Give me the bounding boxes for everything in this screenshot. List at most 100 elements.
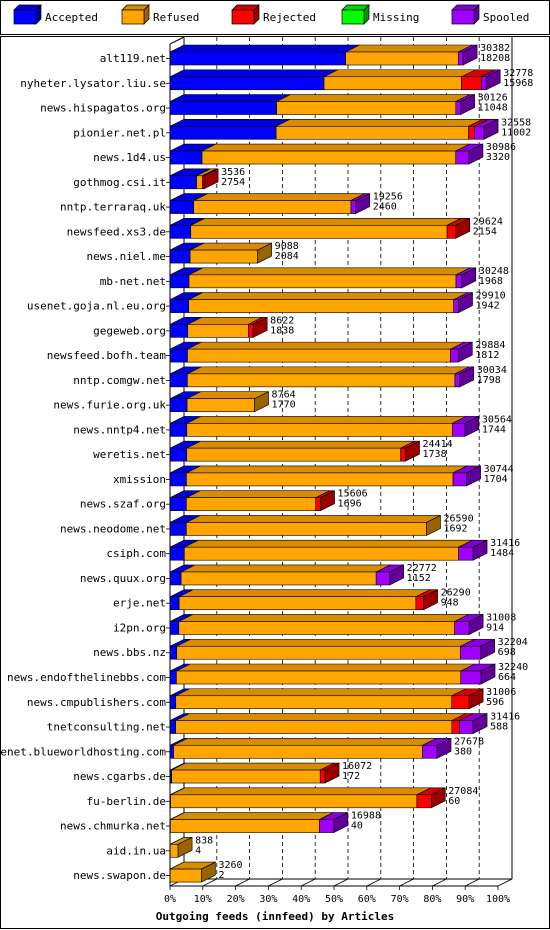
bar-total-label: 26290 — [441, 588, 471, 599]
bar-segment-spooled — [452, 423, 466, 437]
bar-segment-refused — [345, 51, 459, 66]
bar-segment-accepted — [169, 546, 185, 561]
bar-accepted-label: 40 — [351, 821, 363, 832]
bar-side-spooled — [389, 564, 404, 586]
bar-total-label: 27084 — [448, 786, 478, 797]
category-label: news.cgarbs.de — [73, 770, 166, 783]
bar-segment-refused — [176, 645, 461, 660]
category-label: news.chmurka.net — [60, 820, 166, 833]
category-label: aid.in.ua — [106, 844, 166, 857]
bar-total-label: 27678 — [454, 736, 484, 747]
bar-segment-spooled — [474, 125, 485, 140]
bar-top-refused — [170, 812, 334, 820]
bar-segment-accepted — [169, 125, 277, 140]
bar-segment-accepted — [169, 150, 203, 165]
category-label: erje.net — [113, 597, 166, 610]
bar-side-spooled — [458, 292, 473, 314]
bar-side-rejected — [320, 490, 335, 512]
bar-accepted-label: 1770 — [272, 400, 296, 411]
bar-total-label: 3260 — [218, 860, 242, 871]
category-label: news.neodome.net — [60, 522, 166, 535]
bar-segment-refused — [176, 670, 462, 685]
bar-accepted-label: 596 — [486, 697, 504, 708]
bar-total-label: 29910 — [476, 291, 506, 302]
bar-side-refused — [201, 861, 216, 883]
legend-swatch-spooled — [451, 9, 475, 25]
bar-segment-accepted — [169, 744, 174, 759]
bar-segment-refused — [188, 299, 455, 313]
bar-segment-accepted — [169, 497, 187, 511]
bar-segment-spooled — [457, 51, 464, 66]
category-label: usenet.blueworldhosting.com — [0, 745, 166, 758]
bar-side-refused — [257, 242, 272, 264]
bar-side-spooled — [472, 539, 488, 561]
bar-top-refused — [345, 44, 473, 53]
bar-accepted-label: 1692 — [444, 523, 468, 534]
bar-segment-refused — [178, 596, 417, 611]
category-label: fu-berlin.de — [87, 795, 166, 808]
category-label: nyheter.lysator.liu.se — [20, 77, 166, 90]
bar-total-label: 30126 — [478, 93, 508, 104]
bar-segment-refused — [188, 274, 457, 289]
bar-segment-spooled — [454, 621, 470, 635]
legend-swatch-refused — [121, 9, 145, 25]
bar-accepted-label: 1704 — [484, 474, 508, 485]
bar-segment-refused — [186, 472, 454, 487]
bar-segment-refused — [187, 373, 456, 388]
bar-accepted-label: 380 — [454, 746, 472, 757]
bar-total-label: 15606 — [338, 489, 368, 500]
bar-total-label: 19256 — [373, 192, 403, 203]
bar-total-label: 31416 — [490, 712, 520, 723]
bar-segment-rejected — [400, 447, 406, 462]
bar-side-spooled — [480, 638, 495, 660]
bar-segment-refused — [170, 794, 418, 809]
bar-top-refused — [188, 292, 468, 300]
bar-total-label: 32204 — [498, 637, 528, 648]
bar-accepted-label: 1744 — [482, 424, 506, 435]
bar-side-rejected — [405, 440, 420, 462]
bar-side-rejected — [252, 316, 268, 338]
category-label: mb-net.net — [100, 275, 166, 288]
category-label: news.niel.me — [87, 250, 166, 263]
floor-depth-line — [399, 878, 414, 887]
bar-top-refused — [176, 663, 475, 672]
bar-top-refused — [175, 713, 466, 721]
bar-top-refused — [175, 688, 466, 697]
bar-segment-accepted — [169, 645, 178, 660]
bar-accepted-label: 2 — [218, 870, 224, 881]
bar-total-label: 29624 — [473, 216, 503, 227]
floor-depth-line — [465, 878, 480, 887]
bar-segment-rejected — [451, 695, 470, 710]
bar-side-refused — [254, 391, 269, 413]
x-tick-label: 100% — [486, 894, 510, 905]
bar-segment-accepted — [169, 472, 187, 487]
category-label: news.1d4.us — [93, 151, 166, 164]
x-tick-label: 40% — [292, 894, 310, 905]
category-label: pionier.net.pl — [73, 126, 166, 139]
bar-total-label: 32778 — [503, 68, 533, 79]
bar-segment-refused — [184, 546, 459, 561]
bar-side-rejected — [430, 787, 446, 809]
bar-segment-spooled — [375, 571, 390, 586]
floor-depth-line — [235, 878, 250, 887]
bar-segment-refused — [175, 695, 453, 710]
category-label: xmission — [113, 473, 166, 486]
bar-segment-refused — [187, 324, 249, 338]
bar-segment-rejected — [315, 497, 321, 511]
bar-total-label: 32240 — [498, 662, 528, 673]
bar-top-refused — [276, 94, 470, 102]
bar-segment-refused — [169, 868, 202, 883]
bar-segment-spooled — [455, 150, 470, 165]
bar-segment-accepted — [169, 720, 176, 734]
bar-segment-refused — [173, 744, 423, 759]
category-label: i2pn.org — [113, 621, 166, 634]
floor-depth-line — [202, 878, 217, 887]
floor-depth-line — [432, 878, 447, 887]
x-tick-label: 10% — [194, 894, 212, 905]
bar-total-label: 31416 — [490, 538, 520, 549]
bar-top-refused — [276, 118, 483, 127]
bar-segment-accepted — [169, 348, 188, 363]
legend-label-refused: Refused — [153, 11, 199, 24]
bar-segment-refused — [169, 844, 179, 858]
bar-total-label: 26590 — [444, 513, 474, 524]
